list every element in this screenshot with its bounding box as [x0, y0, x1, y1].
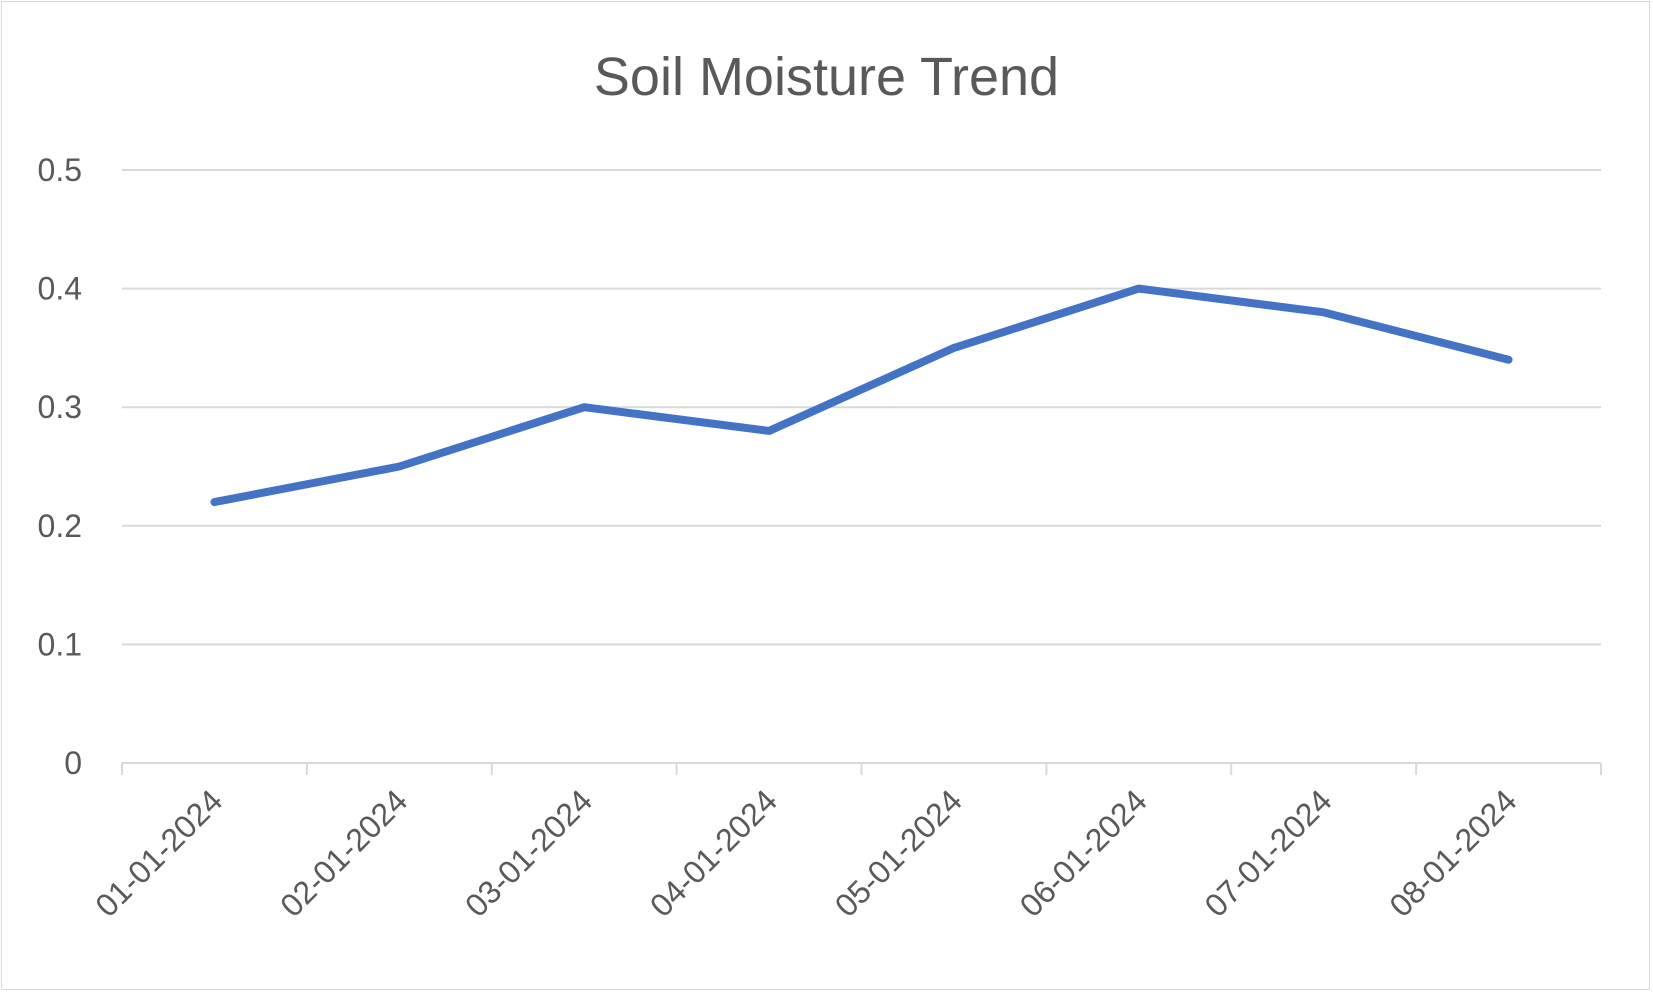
- x-tick-label: 04-01-2024: [643, 782, 784, 923]
- x-tick-label: 03-01-2024: [458, 782, 599, 923]
- y-tick-label: 0.1: [38, 626, 82, 662]
- y-tick-label: 0.5: [38, 152, 82, 188]
- y-tick-label: 0.3: [38, 389, 82, 425]
- x-tick-label: 05-01-2024: [828, 782, 969, 923]
- y-tick-label: 0.4: [38, 271, 82, 307]
- x-axis: [121, 762, 1602, 775]
- gridlines: [122, 169, 1601, 646]
- x-tick-label: 01-01-2024: [88, 782, 229, 923]
- x-tick-label: 02-01-2024: [273, 782, 414, 923]
- y-axis-ticks: 0 0.1 0.2 0.3 0.4 0.5: [38, 152, 82, 781]
- x-tick-label: 07-01-2024: [1197, 782, 1338, 923]
- chart-title: Soil Moisture Trend: [593, 47, 1060, 107]
- series-line-0: [210, 284, 1513, 507]
- x-axis-ticks: 01-01-2024 02-01-2024 03-01-2024 04-01-2024…: [88, 782, 1523, 923]
- y-tick-label: 0: [64, 745, 82, 781]
- x-tick-label: 08-01-2024: [1382, 782, 1523, 923]
- y-tick-label: 0.2: [38, 508, 82, 544]
- x-tick-label: 06-01-2024: [1013, 782, 1154, 923]
- series-layer: [210, 284, 1513, 507]
